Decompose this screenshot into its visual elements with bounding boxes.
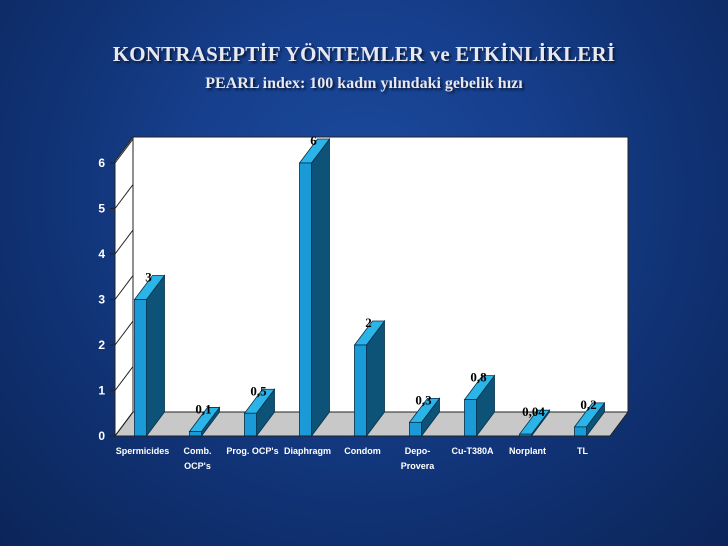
y-gridline-diagonal bbox=[114, 138, 134, 164]
bar bbox=[243, 388, 276, 438]
y-tick-label: 1 bbox=[98, 384, 105, 398]
bar bbox=[353, 319, 386, 438]
y-gridline-diagonal bbox=[114, 184, 134, 209]
data-label: 0,1 bbox=[195, 401, 211, 416]
y-tick-label: 6 bbox=[98, 156, 105, 170]
y-tick-label: 5 bbox=[98, 202, 105, 216]
bar bbox=[133, 274, 166, 438]
x-tick-label: Comb. bbox=[184, 446, 212, 456]
x-tick-label: Diaphragm bbox=[284, 446, 331, 456]
y-tick-label: 2 bbox=[98, 338, 105, 352]
data-label: 0,5 bbox=[250, 383, 267, 398]
y-tick-label: 4 bbox=[98, 247, 105, 261]
bar-front-face bbox=[464, 399, 477, 437]
bar-front-face bbox=[189, 431, 202, 437]
data-label: 0,3 bbox=[415, 392, 432, 407]
bar-front-face bbox=[299, 162, 312, 437]
bar-side-face bbox=[311, 137, 330, 438]
y-gridline-diagonal bbox=[114, 411, 134, 437]
x-tick-label: TL bbox=[577, 446, 588, 456]
bar-front-face bbox=[574, 426, 587, 437]
x-tick-label: Cu-T380A bbox=[451, 446, 494, 456]
x-tick-label: Spermicides bbox=[116, 446, 170, 456]
chart-side-wall bbox=[114, 135, 134, 438]
bar-front-face bbox=[354, 344, 367, 437]
x-tick-label: Depo- bbox=[405, 446, 431, 456]
bar bbox=[408, 397, 441, 438]
slide-title: KONTRASEPTİF YÖNTEMLER ve ETKİNLİKLERİ bbox=[112, 42, 616, 66]
bar bbox=[518, 408, 551, 438]
data-label: 0,04 bbox=[522, 404, 545, 419]
y-tick-label: 3 bbox=[98, 293, 105, 307]
data-label: 0,2 bbox=[580, 397, 596, 412]
x-tick-label: Provera bbox=[401, 461, 436, 471]
y-gridline-diagonal bbox=[114, 366, 134, 391]
bar bbox=[463, 374, 496, 438]
x-tick-label: OCP's bbox=[184, 461, 211, 471]
data-label: 2 bbox=[365, 315, 372, 330]
slide-subtitle: PEARL index: 100 kadın yılındaki gebelik… bbox=[205, 75, 523, 92]
bar bbox=[298, 137, 331, 438]
x-tick-label: Prog. OCP's bbox=[226, 446, 278, 456]
bar-front-face bbox=[244, 412, 257, 437]
y-gridline-diagonal bbox=[114, 229, 134, 255]
data-label: 0,8 bbox=[470, 370, 487, 385]
y-gridline-diagonal bbox=[114, 275, 134, 300]
data-label: 3 bbox=[145, 270, 152, 285]
x-tick-label: Condom bbox=[344, 446, 381, 456]
bar-side-face bbox=[146, 274, 165, 438]
y-gridline-diagonal bbox=[114, 320, 134, 346]
x-tick-label: Norplant bbox=[509, 446, 546, 456]
bar-front-face bbox=[409, 421, 422, 437]
bar bbox=[188, 406, 221, 438]
bar bbox=[573, 401, 606, 438]
y-tick-label: 0 bbox=[98, 429, 105, 443]
bar-front-face bbox=[134, 299, 147, 437]
data-label: 6 bbox=[310, 133, 317, 148]
